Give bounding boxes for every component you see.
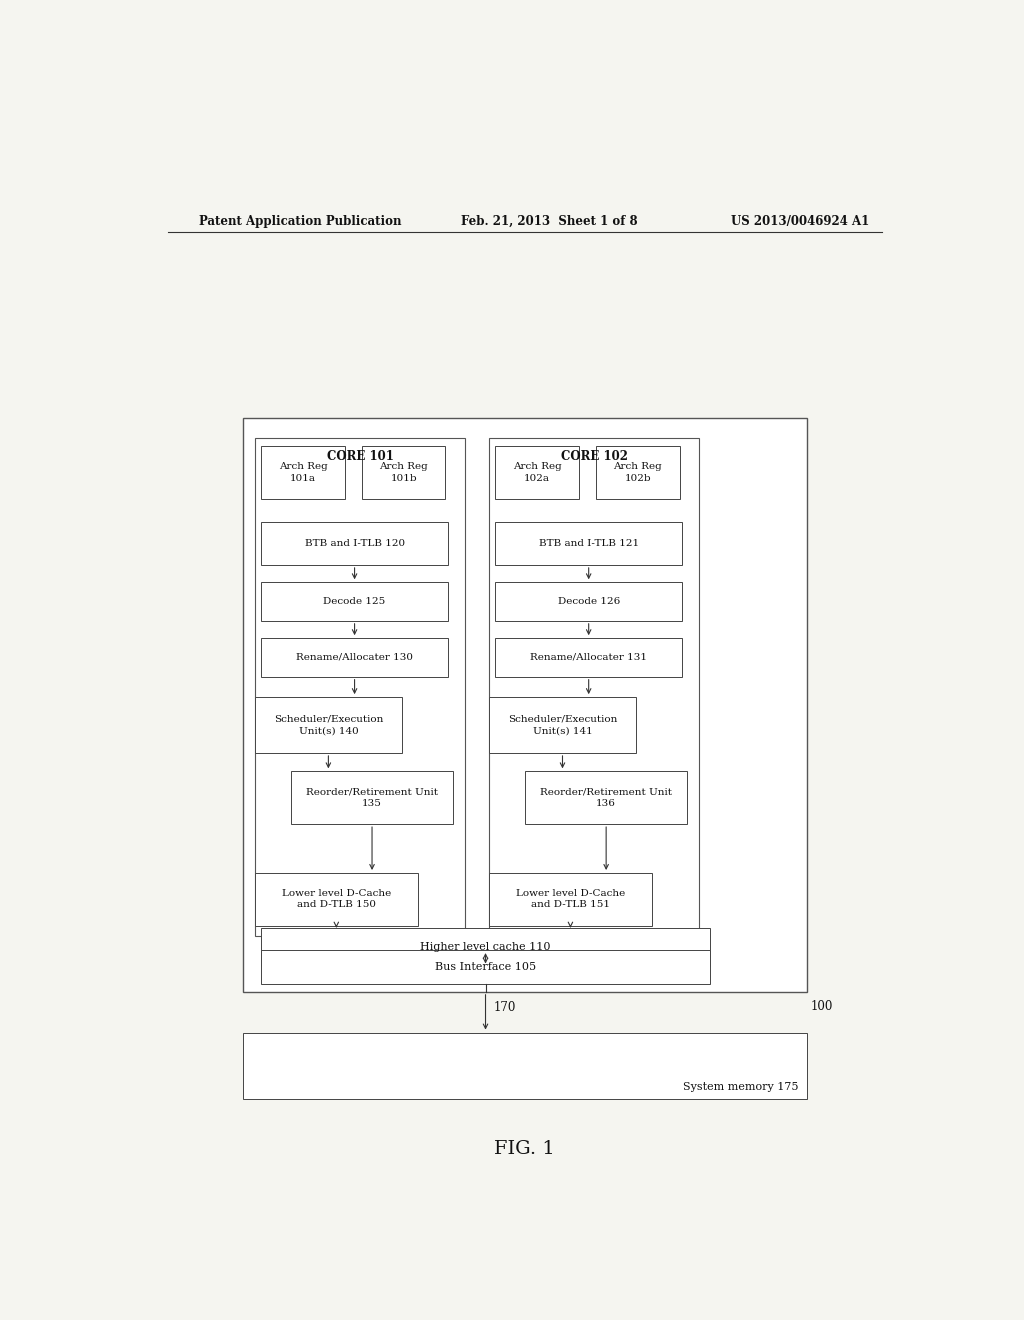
- Bar: [261, 928, 710, 966]
- Text: Decode 126: Decode 126: [557, 597, 620, 606]
- Text: Patent Application Publication: Patent Application Publication: [200, 215, 402, 228]
- Bar: [255, 873, 418, 925]
- Text: 100: 100: [811, 1001, 833, 1012]
- Text: US 2013/0046924 A1: US 2013/0046924 A1: [731, 215, 869, 228]
- Bar: [261, 582, 447, 620]
- Bar: [261, 523, 447, 565]
- Bar: [496, 638, 682, 677]
- Text: Reorder/Retirement Unit
136: Reorder/Retirement Unit 136: [540, 788, 672, 808]
- Text: FIG. 1: FIG. 1: [495, 1140, 555, 1159]
- Bar: [489, 697, 636, 752]
- Bar: [496, 523, 682, 565]
- Text: Decode 125: Decode 125: [324, 597, 386, 606]
- Bar: [243, 1032, 807, 1098]
- Text: Arch Reg
102a: Arch Reg 102a: [513, 462, 561, 483]
- Bar: [496, 446, 579, 499]
- Text: Scheduler/Execution
Unit(s) 140: Scheduler/Execution Unit(s) 140: [273, 715, 383, 735]
- Bar: [261, 638, 447, 677]
- Text: Arch Reg
101a: Arch Reg 101a: [279, 462, 328, 483]
- Text: BTB and I-TLB 120: BTB and I-TLB 120: [304, 539, 404, 548]
- Text: Feb. 21, 2013  Sheet 1 of 8: Feb. 21, 2013 Sheet 1 of 8: [461, 215, 638, 228]
- Bar: [261, 950, 710, 983]
- Text: System memory 175: System memory 175: [683, 1082, 799, 1093]
- Bar: [489, 873, 652, 925]
- Bar: [489, 438, 699, 936]
- Bar: [524, 771, 687, 824]
- Bar: [261, 446, 345, 499]
- Text: Scheduler/Execution
Unit(s) 141: Scheduler/Execution Unit(s) 141: [508, 715, 617, 735]
- Text: 170: 170: [494, 1001, 516, 1014]
- Text: Lower level D-Cache
and D-TLB 150: Lower level D-Cache and D-TLB 150: [282, 890, 391, 909]
- Text: Rename/Allocater 130: Rename/Allocater 130: [296, 653, 413, 661]
- Text: Lower level D-Cache
and D-TLB 151: Lower level D-Cache and D-TLB 151: [516, 890, 625, 909]
- Bar: [362, 446, 445, 499]
- Text: Rename/Allocater 131: Rename/Allocater 131: [530, 653, 647, 661]
- Bar: [596, 446, 680, 499]
- Bar: [291, 771, 454, 824]
- Text: CORE 101: CORE 101: [327, 450, 393, 463]
- Text: CORE 102: CORE 102: [561, 450, 628, 463]
- Text: Arch Reg
102b: Arch Reg 102b: [613, 462, 663, 483]
- Text: BTB and I-TLB 121: BTB and I-TLB 121: [539, 539, 639, 548]
- Bar: [255, 697, 401, 752]
- Text: Arch Reg
101b: Arch Reg 101b: [380, 462, 428, 483]
- Bar: [496, 582, 682, 620]
- Bar: [255, 438, 465, 936]
- Text: Higher level cache 110: Higher level cache 110: [420, 942, 551, 952]
- Text: Reorder/Retirement Unit
135: Reorder/Retirement Unit 135: [306, 788, 438, 808]
- Text: Bus Interface 105: Bus Interface 105: [435, 962, 537, 972]
- Bar: [243, 417, 807, 991]
